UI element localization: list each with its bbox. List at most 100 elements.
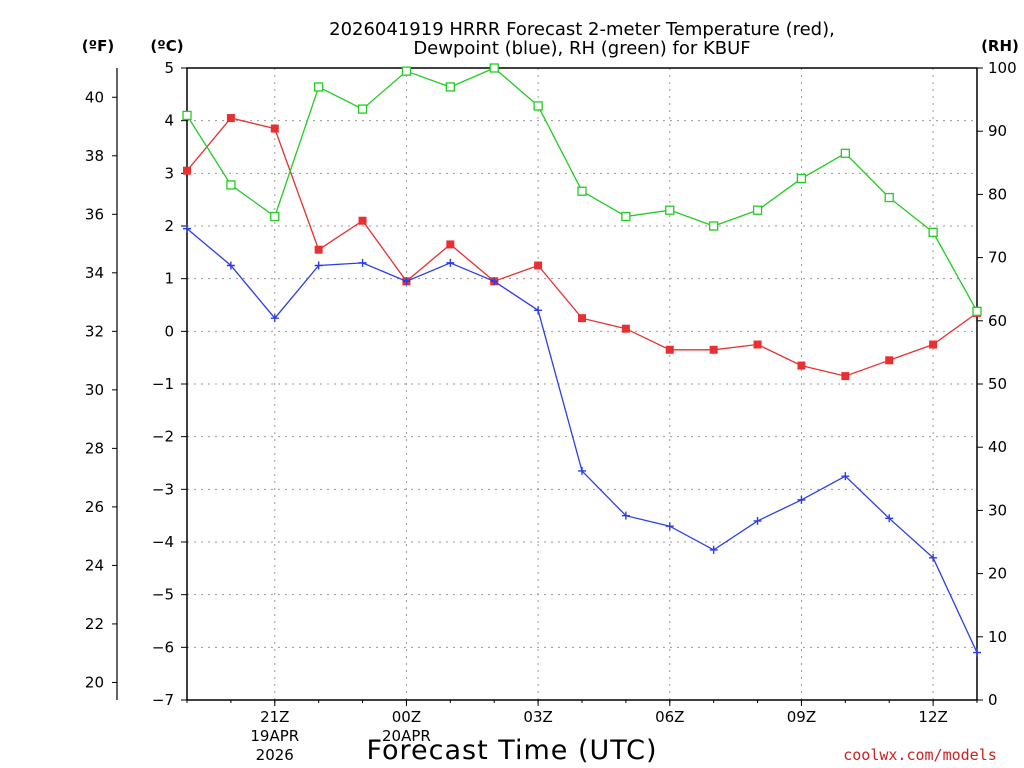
x-axis-label: Forecast Time (UTC) [366, 735, 657, 766]
plus-marker [490, 277, 499, 286]
rh-point [182, 110, 192, 121]
celsius-tick-label: 1 [164, 270, 174, 288]
celsius-tick-label: −2 [152, 428, 174, 446]
series-rh [182, 63, 982, 316]
celsius-tick-label: 2 [164, 217, 174, 235]
plus-marker [665, 522, 674, 531]
plus-marker [446, 258, 455, 267]
plus-marker [226, 261, 235, 270]
fahrenheit-tick-label: 26 [85, 498, 104, 516]
celsius-tick-label: 3 [164, 164, 174, 182]
x-tick-date-label: 19APR [250, 727, 299, 745]
dewpoint-point [841, 472, 850, 481]
chart-title-line1: 2026041919 HRRR Forecast 2-meter Tempera… [329, 19, 835, 40]
credit-text: coolwx.com/models [843, 746, 997, 764]
dewpoint-point [578, 466, 586, 475]
x-tick-label: 06Z [655, 708, 684, 726]
dewpoint-point [973, 648, 981, 657]
fahrenheit-tick-label: 34 [85, 264, 104, 282]
dewpoint-point [621, 511, 630, 520]
temperature-point [841, 372, 850, 381]
rh-tick-label: 10 [988, 628, 1007, 646]
series-temperature [183, 114, 981, 381]
plus-marker [973, 648, 981, 657]
plus-marker [578, 466, 586, 475]
rh-tick-label: 0 [988, 691, 998, 709]
fahrenheit-tick-label: 22 [85, 615, 104, 633]
celsius-tick-label: 0 [164, 322, 174, 340]
dewpoint-point [534, 306, 543, 315]
plus-marker [402, 277, 411, 286]
rh-tick-label: 50 [988, 375, 1007, 393]
plot-grid [187, 68, 977, 700]
rh-tick-label: 20 [988, 565, 1007, 583]
rh-point [314, 82, 324, 92]
plus-marker [841, 472, 850, 481]
fahrenheit-tick-label: 32 [85, 322, 104, 340]
fahrenheit-unit-label: (ºF) [82, 37, 114, 55]
temperature-point [183, 166, 191, 175]
plot-frame [186, 67, 978, 701]
x-tick-date-label: 20APR [382, 727, 431, 745]
dewpoint-point [797, 495, 806, 504]
celsius-tick-label: 4 [164, 112, 174, 130]
rh-tick-label: 80 [988, 185, 1007, 203]
dewpoint-point [929, 553, 938, 562]
fahrenheit-tick-label: 40 [85, 88, 104, 106]
rh-point [796, 173, 807, 184]
rh-point [577, 186, 587, 196]
dewpoint-point [226, 261, 235, 270]
x-tick-label: 21Z [260, 708, 289, 726]
dewpoint-point [446, 258, 455, 267]
rh-point [752, 205, 763, 215]
temperature-point [929, 340, 938, 349]
plus-marker [534, 306, 543, 315]
series-dewpoint [183, 224, 981, 657]
celsius-tick-label: 5 [164, 59, 174, 77]
fahrenheit-tick-label: 24 [85, 556, 104, 574]
plus-marker [183, 224, 191, 233]
rh-point [665, 205, 675, 215]
rh-point [489, 63, 499, 73]
x-tick-label: 12Z [918, 708, 947, 726]
x-tick-label: 00Z [392, 708, 421, 726]
temperature-point [709, 345, 718, 354]
temperature-point [314, 245, 323, 254]
fahrenheit-tick-label: 28 [85, 439, 104, 457]
temperature-point [885, 356, 894, 365]
dewpoint-point [358, 258, 367, 267]
fahrenheit-tick-label: 36 [85, 205, 104, 223]
plus-marker [885, 514, 894, 523]
temperature-line [186, 117, 978, 377]
dewpoint-point [753, 516, 762, 525]
plot-axes: 543210−1−2−3−4−5−6−721Z19APR202600Z20APR… [85, 59, 1017, 764]
rh-tick-label: 60 [988, 312, 1007, 330]
plus-marker [929, 553, 938, 562]
temperature-point [358, 216, 367, 225]
fahrenheit-tick-label: 30 [85, 381, 104, 399]
rh-point [840, 148, 850, 158]
dewpoint-point [490, 277, 499, 286]
plus-marker [797, 495, 806, 504]
dewpoint-point [665, 522, 674, 531]
celsius-tick-label: −7 [152, 691, 174, 709]
temperature-point [578, 314, 586, 323]
rh-unit-label: (RH) [981, 37, 1019, 55]
rh-point [226, 180, 236, 190]
plus-marker [270, 314, 279, 323]
rh-point [709, 221, 719, 231]
rh-tick-label: 90 [988, 122, 1007, 140]
temperature-point [446, 240, 455, 249]
rh-point [533, 101, 543, 111]
rh-point [445, 82, 455, 92]
celsius-tick-label: −3 [152, 480, 174, 498]
celsius-tick-label: −5 [152, 586, 174, 604]
chart-title-line2: Dewpoint (blue), RH (green) for KBUF [413, 38, 750, 59]
plot-series [182, 63, 982, 657]
rh-tick-label: 100 [988, 59, 1017, 77]
dewpoint-point [314, 261, 323, 270]
dewpoint-line [186, 228, 978, 653]
dewpoint-point [885, 514, 894, 523]
dewpoint-point [709, 545, 718, 554]
rh-tick-label: 70 [988, 249, 1007, 267]
